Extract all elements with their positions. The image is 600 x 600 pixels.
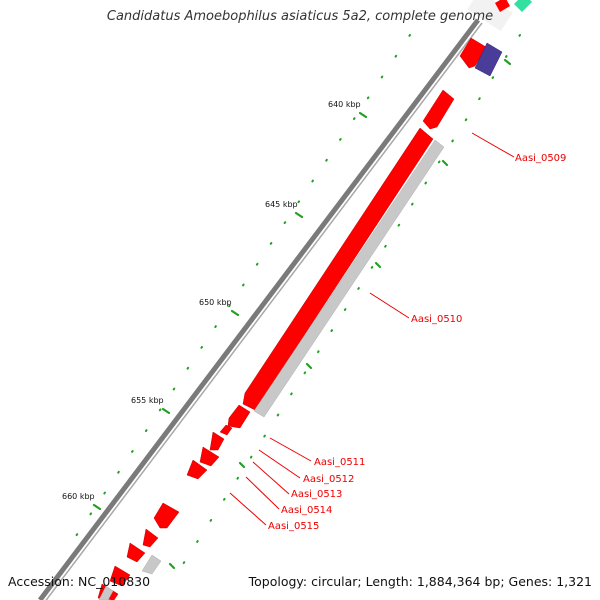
cds-arrow-aasi-0515	[186, 459, 208, 480]
accession-text: Accession: NC_010830	[8, 574, 151, 589]
gene-label-aasi-0514: Aasi_0514	[281, 505, 332, 516]
kbp-label-655: 655 kbp	[131, 396, 164, 405]
gene-label-aasi-0512: Aasi_0512	[303, 474, 354, 485]
gene-label-aasi-0510: Aasi_0510	[411, 314, 462, 325]
feature-grey-small	[98, 585, 114, 600]
tick-660	[92, 503, 102, 511]
cds-arrow-aasi-0512	[219, 424, 233, 436]
label-leader-lines	[229, 132, 515, 526]
kbp-label-640: 640 kbp	[328, 100, 361, 109]
feature-top-red	[495, 0, 510, 12]
kbp-tick-marks	[92, 58, 512, 570]
feature-grey-long	[253, 139, 445, 418]
gene-label-aasi-0511: Aasi_0511	[314, 457, 365, 468]
tick-655	[161, 407, 171, 415]
kbp-label-660: 660 kbp	[62, 492, 95, 501]
kbp-label-645: 645 kbp	[265, 200, 298, 209]
tick-650	[230, 309, 240, 317]
gene-label-aasi-0513: Aasi_0513	[291, 489, 342, 500]
gene-label-aasi-0509: Aasi_0509	[515, 153, 566, 164]
cds-arrow	[126, 542, 146, 563]
map-title: Candidatus Amoebophilus asiaticus 5a2, c…	[106, 9, 494, 24]
gene-label-aasi-0515: Aasi_0515	[268, 521, 319, 532]
feature-blue	[474, 42, 503, 77]
cds-arrow	[422, 89, 455, 130]
cds-arrow-aasi-0514	[199, 446, 220, 467]
cds-arrow-aasi-0510	[242, 127, 434, 411]
cds-arrow	[142, 528, 159, 548]
other-features	[98, 139, 445, 600]
cds-arrow	[459, 37, 487, 69]
outer-dotted-ring	[69, 34, 411, 546]
tick-640	[358, 111, 368, 119]
genome-summary-text: Topology: circular; Length: 1,884,364 bp…	[248, 574, 592, 589]
tick-645	[294, 211, 304, 219]
cds-arrow	[153, 502, 180, 529]
kbp-label-650: 650 kbp	[199, 298, 232, 307]
cds-arrow-aasi-0511	[227, 404, 251, 429]
feature-top-white	[467, 0, 513, 32]
feature-grey-small	[141, 554, 162, 575]
cds-arrow	[109, 565, 131, 587]
cds-arrow-aasi-0513	[209, 431, 225, 451]
genome-backbone	[38, 18, 480, 600]
cds-features	[97, 37, 487, 600]
feature-top-green	[514, 0, 532, 12]
